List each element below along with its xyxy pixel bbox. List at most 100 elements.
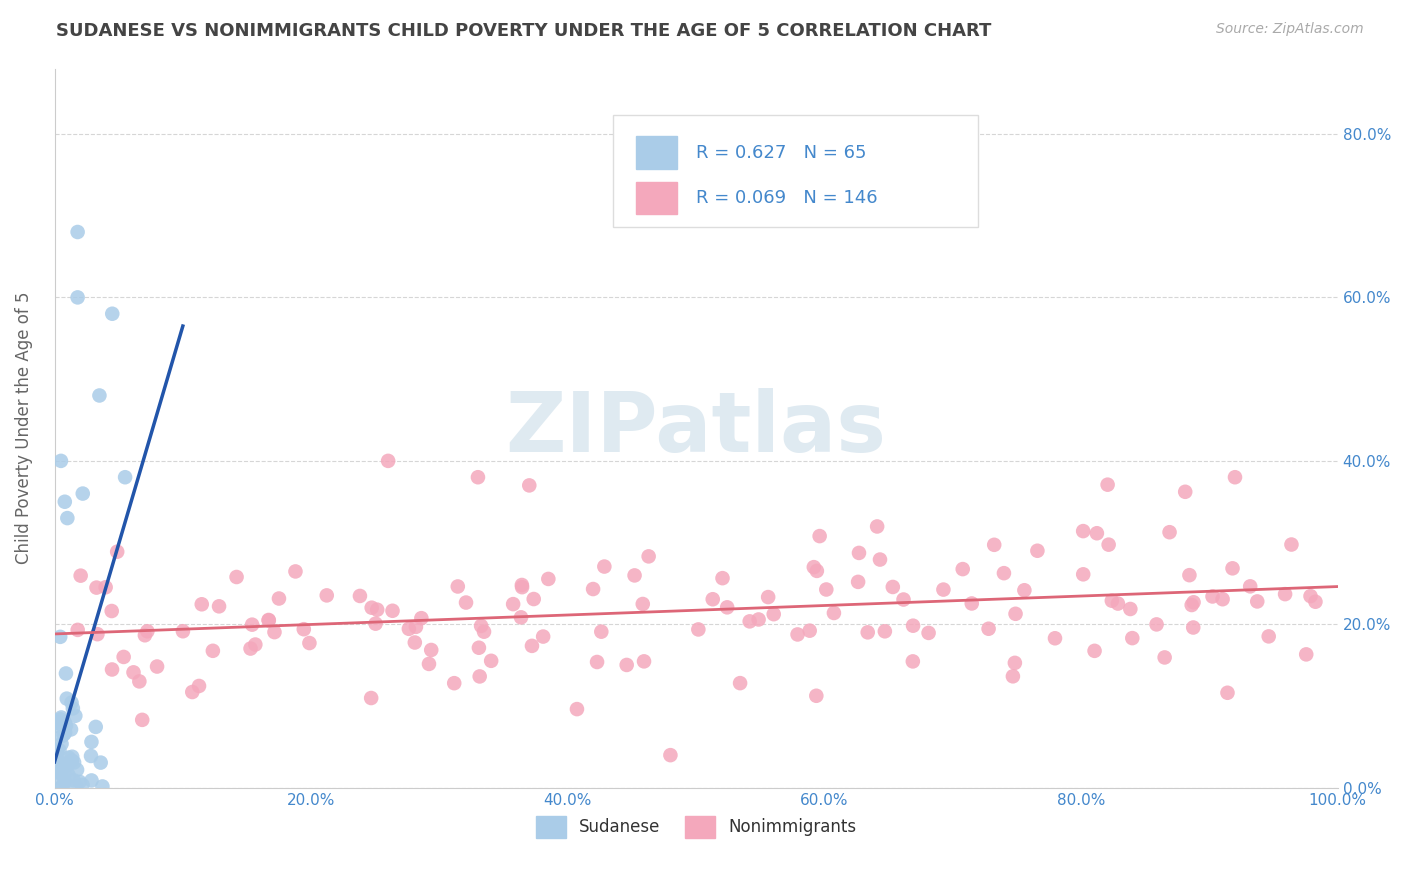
Point: [510, 578, 533, 592]
Point: [51, 710, 73, 724]
Point: [46, 742, 69, 756]
Point: [472, 624, 495, 639]
Point: [60, 696, 83, 710]
Point: [172, 624, 194, 639]
Point: [1174, 484, 1197, 499]
Point: [728, 676, 751, 690]
Point: [803, 560, 825, 574]
Point: [846, 574, 869, 589]
Point: [136, 624, 159, 639]
Point: [53, 758, 76, 772]
Point: [952, 562, 974, 576]
Point: [45, 764, 67, 779]
Point: [94, 580, 117, 594]
Point: [565, 702, 588, 716]
Point: [1246, 594, 1268, 608]
Point: [869, 552, 891, 566]
Point: [1305, 595, 1327, 609]
Point: [51, 764, 73, 778]
FancyBboxPatch shape: [613, 115, 979, 227]
Point: [762, 607, 785, 622]
Point: [55, 822, 77, 836]
Point: [131, 713, 153, 727]
Point: [702, 592, 724, 607]
Point: [62, 773, 84, 788]
Point: [806, 564, 828, 578]
Point: [146, 659, 169, 673]
Point: [263, 625, 285, 640]
Point: [51, 737, 73, 751]
Point: [298, 636, 321, 650]
Point: [1274, 587, 1296, 601]
Text: R = 0.627   N = 65: R = 0.627 N = 65: [696, 144, 866, 161]
Point: [520, 639, 543, 653]
Point: [66, 225, 89, 239]
Point: [1178, 568, 1201, 582]
Point: [1097, 477, 1119, 491]
Point: [52, 830, 75, 844]
Point: [882, 580, 904, 594]
Point: [49, 454, 72, 468]
Point: [1043, 632, 1066, 646]
Point: [377, 454, 399, 468]
Point: [46, 759, 69, 773]
Point: [51, 780, 73, 794]
Point: [55, 718, 77, 732]
Point: [208, 599, 231, 614]
Point: [72, 778, 94, 792]
Point: [806, 689, 828, 703]
Point: [53, 494, 76, 508]
Point: [48, 743, 70, 757]
Point: [55, 666, 77, 681]
Point: [901, 654, 924, 668]
Point: [591, 624, 613, 639]
Point: [240, 617, 263, 632]
Point: [292, 622, 315, 636]
Point: [45, 714, 67, 729]
Point: [901, 618, 924, 632]
Y-axis label: Child Poverty Under the Age of 5: Child Poverty Under the Age of 5: [15, 292, 32, 565]
Legend: Sudanese, Nonimmigrants: Sudanese, Nonimmigrants: [529, 810, 863, 844]
Point: [510, 610, 533, 624]
Point: [58, 750, 80, 764]
Point: [616, 657, 638, 672]
Point: [1212, 592, 1234, 607]
Point: [1004, 607, 1026, 621]
Point: [633, 654, 655, 668]
Text: R = 0.069   N = 146: R = 0.069 N = 146: [696, 189, 877, 207]
Point: [45, 771, 67, 785]
Point: [45, 715, 67, 730]
Point: [45, 715, 67, 730]
Point: [225, 570, 247, 584]
Point: [100, 604, 122, 618]
Point: [586, 655, 609, 669]
Point: [49, 712, 72, 726]
Point: [1257, 629, 1279, 643]
Point: [711, 571, 734, 585]
Point: [66, 623, 89, 637]
Point: [360, 691, 382, 706]
Point: [51, 729, 73, 743]
Bar: [636, 182, 676, 214]
Point: [245, 638, 267, 652]
Point: [49, 630, 72, 644]
Point: [537, 572, 560, 586]
Point: [1181, 598, 1204, 612]
Point: [105, 545, 128, 559]
Point: [63, 756, 86, 770]
Point: [1001, 669, 1024, 683]
Point: [1182, 595, 1205, 609]
Point: [848, 546, 870, 560]
Point: [1216, 686, 1239, 700]
Text: SUDANESE VS NONIMMIGRANTS CHILD POVERTY UNDER THE AGE OF 5 CORRELATION CHART: SUDANESE VS NONIMMIGRANTS CHILD POVERTY …: [56, 22, 991, 40]
Point: [89, 388, 111, 402]
Point: [1295, 648, 1317, 662]
Point: [510, 580, 533, 594]
Point: [52, 805, 75, 820]
Point: [866, 519, 889, 533]
Point: [411, 611, 433, 625]
Point: [364, 616, 387, 631]
Point: [257, 613, 280, 627]
Point: [716, 600, 738, 615]
Point: [56, 758, 79, 772]
